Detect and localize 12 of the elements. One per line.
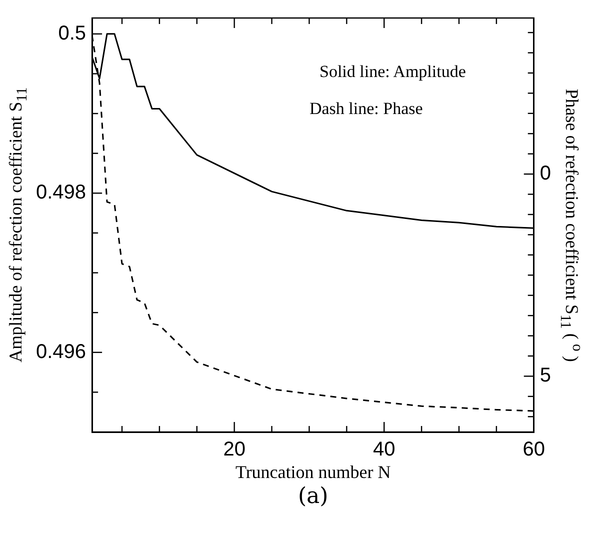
x-tick-label: 20 [223, 438, 246, 461]
annotation: Solid line: Amplitude [319, 62, 466, 82]
x-axis-title: Truncation number N [235, 462, 391, 483]
y-tick-label: 0.496 [36, 340, 86, 363]
x-tick-label: 60 [522, 438, 545, 461]
y2-tick-label: 0 [540, 162, 551, 185]
x-tick-label: 40 [372, 438, 396, 461]
y2-tick-label: 5 [540, 364, 551, 387]
y-tick-label: 0.498 [36, 182, 86, 204]
y-tick-label: 0.5 [58, 22, 86, 44]
text: (a) [298, 484, 328, 509]
annotation: Dash line: Phase [309, 99, 423, 120]
